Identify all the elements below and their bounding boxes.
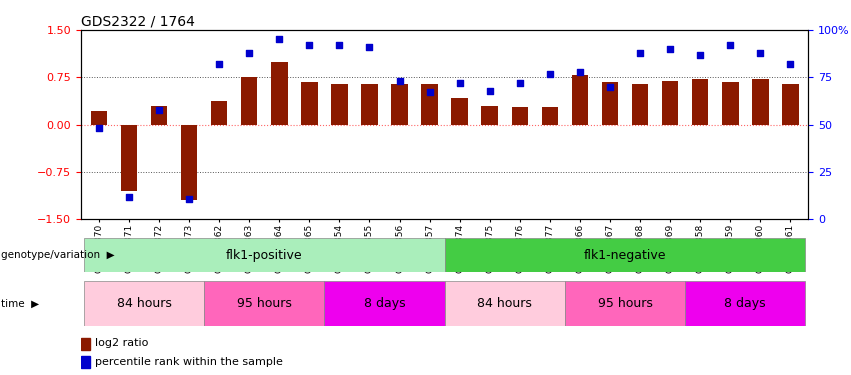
Bar [84,281,204,326]
Point [182,195,196,201]
Bar [151,106,168,124]
Text: percentile rank within the sample: percentile rank within the sample [94,357,283,367]
Point [663,46,677,52]
Bar [391,84,408,124]
Bar [444,238,805,272]
Text: 8 days: 8 days [724,297,766,310]
Bar [180,124,197,200]
Bar [511,107,528,124]
Point [543,70,557,76]
Point [723,42,737,48]
Bar [565,281,685,326]
Bar [121,124,137,191]
Point [393,78,407,84]
Point [753,50,767,56]
Text: log2 ratio: log2 ratio [94,339,148,348]
Point [363,44,376,50]
Point [92,126,106,132]
Text: 95 hours: 95 hours [237,297,292,310]
Bar [211,101,227,124]
Bar [81,356,90,368]
Bar [444,281,565,326]
Bar [602,82,619,124]
Text: 8 days: 8 days [363,297,405,310]
Point [333,42,346,48]
Text: flk1-negative: flk1-negative [584,249,666,261]
Text: 95 hours: 95 hours [597,297,653,310]
Bar [301,82,317,124]
Bar [331,84,348,124]
Text: time  ▶: time ▶ [1,299,39,309]
Point [152,106,166,112]
Text: 84 hours: 84 hours [477,297,532,310]
Bar [324,281,444,326]
Bar [685,281,805,326]
Point [483,88,496,94]
Bar [84,238,444,272]
Bar [361,84,378,124]
Text: 84 hours: 84 hours [117,297,171,310]
Bar [271,62,288,124]
Bar [782,84,799,124]
Bar [241,77,258,125]
Point [303,42,317,48]
Point [573,69,586,75]
Bar [722,82,739,124]
Bar [662,81,678,124]
Bar [204,281,324,326]
Point [603,84,617,90]
Point [123,194,136,200]
Point [633,50,647,56]
Bar [421,84,438,124]
Point [272,36,286,42]
Point [784,61,797,67]
Text: GDS2322 / 1764: GDS2322 / 1764 [81,15,195,29]
Bar [572,75,588,124]
Bar [631,84,648,124]
Text: flk1-positive: flk1-positive [226,249,303,261]
Bar [482,106,498,124]
Bar [90,111,107,125]
Bar [451,98,468,124]
Bar [541,107,558,124]
Point [213,61,226,67]
Bar [692,79,709,124]
Point [694,52,707,58]
Point [243,50,256,56]
Bar [752,79,768,124]
Text: genotype/variation  ▶: genotype/variation ▶ [1,250,115,260]
Bar [81,338,90,350]
Point [453,80,466,86]
Point [513,80,527,86]
Point [423,90,437,96]
